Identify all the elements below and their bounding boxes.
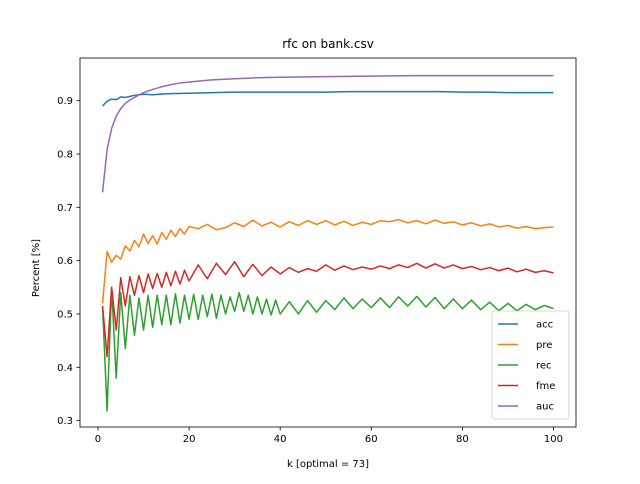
y-tick-label: 0.6 [57,256,73,267]
x-tick-label: 40 [274,434,287,445]
legend-label-rec: rec [536,361,552,372]
series-layer [101,74,554,412]
series-line-fme [101,260,554,358]
series-line-rec [101,286,554,412]
y-tick-label: 0.3 [57,416,73,427]
series-line-auc [101,74,554,193]
axes-layer: 0 20 40 60 80 100 0.3 0.4 0.5 0.6 0.7 0.8 0.9 [57,57,577,445]
plot-frame [79,57,577,428]
legend-label-acc: acc [536,320,553,331]
y-tick-label: 0.4 [57,363,73,374]
legend: acc pre rec fme auc [491,310,570,420]
legend-label-pre: pre [536,340,552,351]
chart-title: rfc on bank.csv [282,37,374,51]
x-axis-label: k [optimal = 73] [287,459,369,470]
series-line-pre [101,218,554,304]
x-tick-label: 80 [456,434,469,445]
y-tick-label: 0.9 [57,96,73,107]
series-line-acc [102,90,554,107]
legend-label-fme: fme [536,381,555,392]
y-tick-label: 0.7 [57,203,73,214]
y-tick-label: 0.8 [57,149,73,160]
y-tick-label: 0.5 [57,309,73,320]
legend-box [491,310,570,420]
x-tick-label: 100 [544,434,563,445]
x-tick-label: 0 [95,434,101,445]
y-axis-label: Percent [%] [31,239,42,297]
x-tick-label: 20 [183,434,196,445]
x-tick-label: 60 [365,434,378,445]
legend-label-auc: auc [536,402,554,413]
